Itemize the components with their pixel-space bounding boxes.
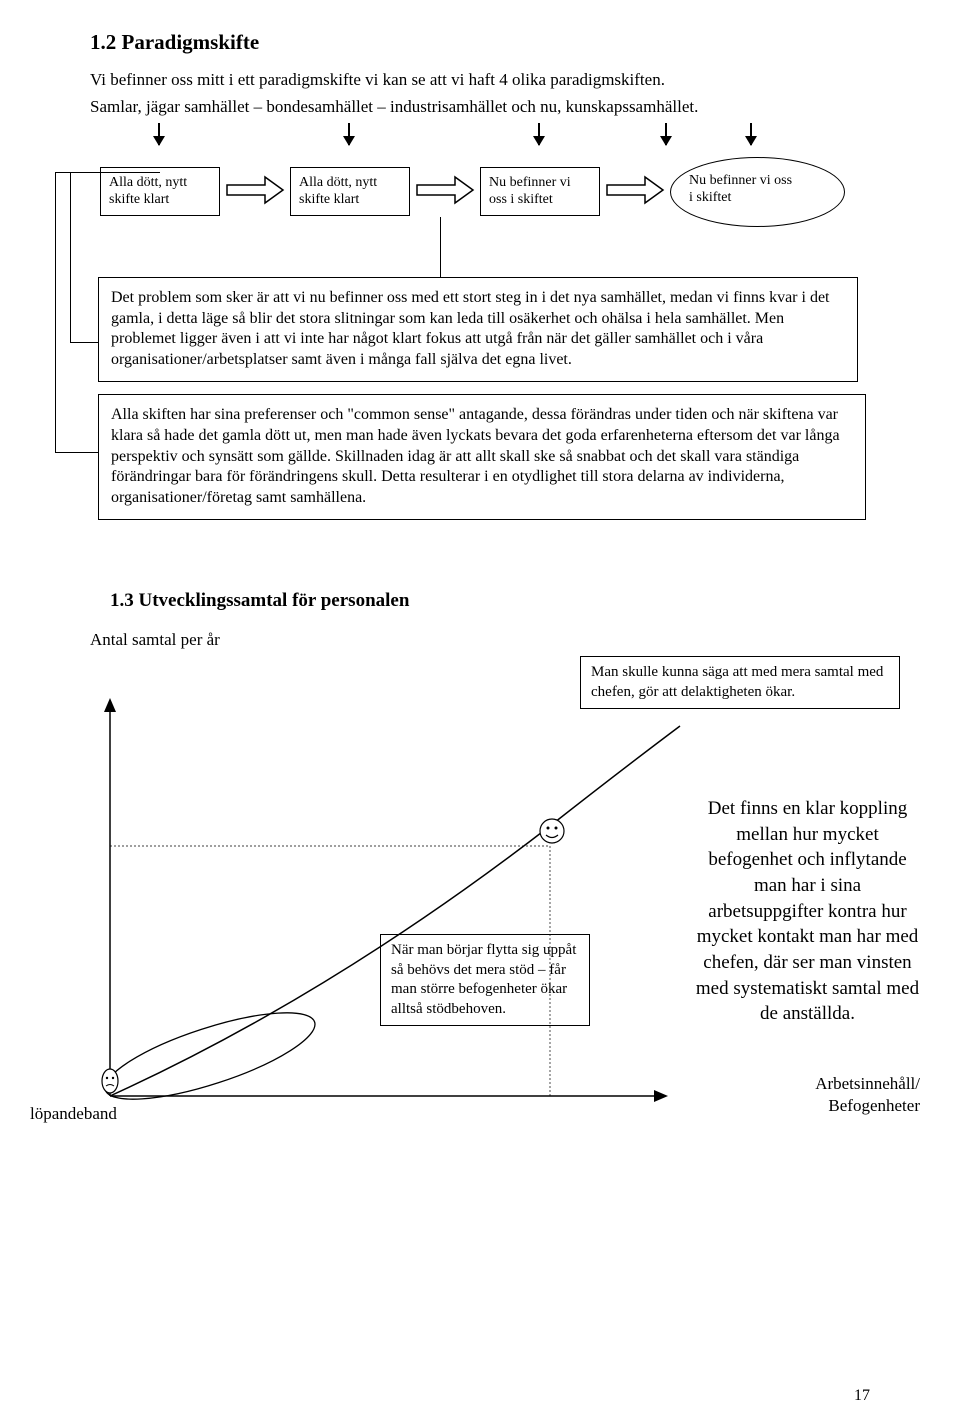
section-1-2-para-1: Vi befinner oss mitt i ett paradigmskift… [90,69,870,92]
connector-line [55,172,160,173]
block-arrow-icon [605,175,665,205]
box-1: Alla dött, nyttskifte klart [100,167,220,216]
ellipse-box-4: Nu befinner vi ossi skiftet [670,157,845,227]
origin-label: löpandeband [30,1104,117,1124]
section-1-2-title: 1.2 Paradigmskifte [90,30,870,55]
down-arrow-icon [348,123,350,145]
down-arrow-icon [750,123,752,145]
x-axis-label-1: Arbetsinnehåll/ [815,1074,920,1094]
down-arrow-icon [538,123,540,145]
chart-area: Man skulle kunna säga att med mera samta… [90,656,870,1176]
down-arrow-icon [158,123,160,145]
connector-line [440,217,441,277]
connector-line [70,342,98,343]
connector-line [55,452,98,453]
x-axis-label-2: Befogenheter [828,1096,920,1116]
section-1-3-title: 1.3 Utvecklingssamtal för personalen [110,590,870,612]
connector-line [70,172,71,342]
big-text-box-1: Det problem som sker är att vi nu befinn… [98,277,858,382]
callout-mid: När man börjar flytta sig uppåt så behöv… [380,934,590,1026]
big-text-box-2: Alla skiften har sina preferenser och "c… [98,394,866,520]
box-3: Nu befinner vioss i skiftet [480,167,600,216]
page-number: 17 [854,1387,870,1405]
chart-svg [80,676,690,1136]
block-arrow-icon [225,175,285,205]
right-explainer-text: Det finns en klar koppling mellan hur my… [695,796,920,1027]
connector-line [55,172,56,452]
box-2: Alla dött, nyttskifte klart [290,167,410,216]
paradigm-boxes-row: Alla dött, nyttskifte klart Alla dött, n… [90,157,870,247]
y-axis-title: Antal samtal per år [90,630,870,650]
down-arrow-icon [665,123,667,145]
block-arrow-icon [415,175,475,205]
section-1-2-para-2: Samlar, jägar samhället – bondesamhället… [90,96,870,119]
down-arrow-row [90,123,870,153]
